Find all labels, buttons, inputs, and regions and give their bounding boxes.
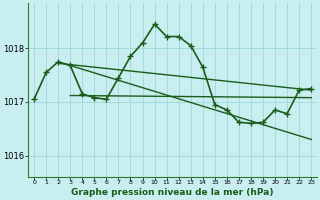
X-axis label: Graphe pression niveau de la mer (hPa): Graphe pression niveau de la mer (hPa) (71, 188, 274, 197)
